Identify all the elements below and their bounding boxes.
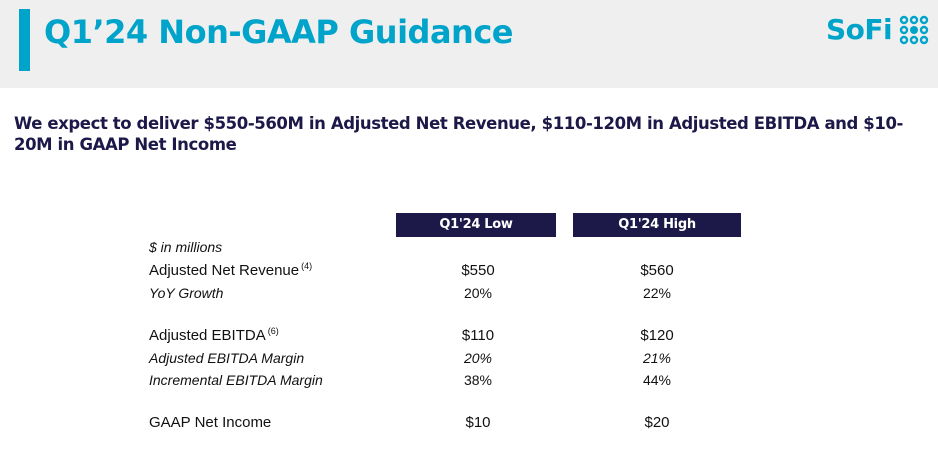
cell-low-yoy-growth: 20% — [463, 285, 493, 301]
unit-label: $ in millions — [149, 239, 223, 255]
title-accent-bar — [19, 9, 30, 71]
row-label-adjusted-ebitda-margin: Adjusted EBITDA Margin — [149, 350, 305, 366]
column-header-low: Q1'24 Low — [396, 213, 556, 237]
sofi-logo: SoFi — [826, 14, 929, 46]
column-header-high: Q1'24 High — [573, 213, 741, 237]
row-label-text: Adjusted Net Revenue — [149, 262, 300, 279]
row-label-yoy-growth: YoY Growth — [149, 285, 224, 301]
cell-low-incremental-ebitda-margin: 38% — [463, 372, 493, 388]
row-label-incremental-ebitda-margin: Incremental EBITDA Margin — [149, 372, 323, 388]
cell-high-gaap-net-income: $20 — [644, 414, 670, 431]
logo-text: SoFi — [826, 13, 893, 46]
cell-high-adjusted-ebitda-margin: 21% — [642, 350, 672, 366]
row-label-gaap-net-income: GAAP Net Income — [149, 414, 272, 431]
slide-header: Q1’24 Non-GAAP Guidance SoFi — [0, 0, 938, 88]
slide-title: Q1’24 Non-GAAP Guidance — [44, 13, 513, 51]
cell-low-adjusted-net-revenue: $550 — [461, 262, 495, 279]
cell-low-gaap-net-income: $10 — [465, 414, 491, 431]
cell-low-adjusted-ebitda-margin: 20% — [463, 350, 493, 366]
guidance-headline: We expect to deliver $550-560M in Adjust… — [14, 114, 903, 154]
footnote-marker: (6) — [267, 326, 279, 336]
logo-dots-icon — [899, 15, 929, 45]
row-label-text: Adjusted EBITDA — [149, 327, 266, 344]
row-label-adjusted-ebitda: Adjusted EBITDA (6) — [149, 326, 279, 346]
cell-high-adjusted-ebitda: $120 — [640, 327, 674, 344]
footnote-marker: (4) — [301, 261, 313, 271]
cell-high-adjusted-net-revenue: $560 — [640, 262, 674, 279]
cell-high-incremental-ebitda-margin: 44% — [642, 372, 672, 388]
cell-low-adjusted-ebitda: $110 — [461, 327, 495, 344]
cell-high-yoy-growth: 22% — [642, 285, 672, 301]
row-label-adjusted-net-revenue: Adjusted Net Revenue (4) — [149, 261, 312, 281]
